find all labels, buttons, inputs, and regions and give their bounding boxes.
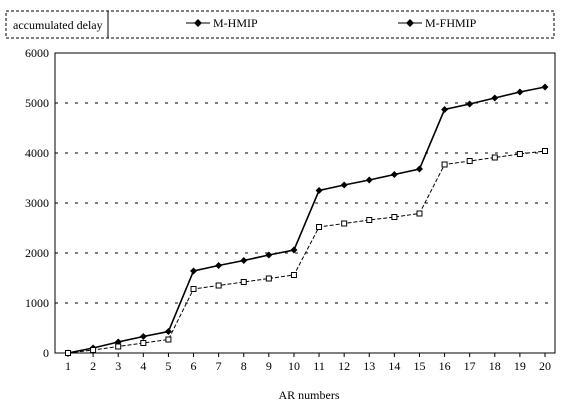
data-point-m-fhmip (190, 286, 197, 292)
x-tick-label: 15 (413, 359, 425, 373)
data-point-m-fhmip (215, 282, 222, 289)
y-tick-label: 1000 (25, 296, 49, 310)
y-axis-ticks: 0 1000 2000 3000 4000 5000 6000 (25, 46, 49, 360)
data-point-m-hmip (340, 181, 348, 189)
data-point-m-hmip (190, 267, 198, 275)
y-tick-label: 6000 (25, 46, 49, 60)
x-tick-label: 8 (241, 359, 247, 373)
data-point-m-hmip (315, 187, 323, 194)
data-point-m-fhmip (341, 220, 348, 227)
x-tick-label: 11 (313, 359, 325, 373)
y-tick-label: 2000 (25, 246, 49, 260)
data-point-m-hmip (240, 257, 248, 264)
data-point-m-hmip (265, 251, 273, 259)
x-tick-label: 4 (140, 359, 146, 373)
data-point-m-fhmip (265, 275, 272, 282)
data-point-m-fhmip (441, 161, 448, 168)
data-point-m-hmip (215, 262, 223, 269)
data-point-m-fhmip (165, 336, 172, 343)
axes (54, 52, 556, 354)
data-point-m-fhmip (290, 272, 297, 278)
data-point-m-fhmip (416, 210, 423, 217)
x-tick-label: 7 (216, 359, 222, 373)
data-point-m-fhmip (90, 347, 97, 353)
x-tick-label: 2 (90, 359, 96, 373)
data-point-m-fhmip (542, 148, 548, 154)
x-tick-label: 17 (464, 359, 476, 373)
series-group (64, 83, 549, 357)
legend-marker-m-hmip (194, 19, 202, 27)
data-point-m-hmip (441, 106, 449, 113)
data-point-m-hmip (415, 165, 423, 173)
x-tick-label: 16 (439, 359, 451, 373)
series-line-m-fhmip (67, 150, 546, 354)
y-tick-label: 0 (43, 346, 49, 360)
data-point-m-fhmip (491, 154, 498, 161)
data-point-m-hmip (541, 83, 549, 91)
y-tick-label: 5000 (25, 96, 49, 110)
data-point-m-fhmip (391, 214, 398, 220)
data-point-m-hmip (164, 328, 172, 335)
chart-title: accumulated delay (13, 18, 103, 32)
x-tick-label: 9 (266, 359, 272, 373)
x-axis-ticks: 1 2 3 4 5 6 7 8 9 10 11 12 13 14 15 16 17 18 19 20 (65, 353, 551, 373)
data-point-m-hmip (390, 171, 398, 178)
series-line-m-hmip (67, 86, 546, 354)
x-tick-label: 18 (489, 359, 501, 373)
data-point-m-fhmip (366, 217, 373, 223)
x-tick-label: 1 (65, 359, 71, 373)
x-tick-label: 3 (115, 359, 121, 373)
data-point-m-fhmip (115, 343, 122, 350)
x-tick-label: 12 (338, 359, 350, 373)
y-tick-label: 4000 (25, 146, 49, 160)
data-point-m-hmip (516, 88, 524, 96)
data-point-m-fhmip (65, 350, 71, 356)
x-tick-label: 6 (191, 359, 197, 373)
x-tick-label: 20 (539, 359, 551, 373)
legend-item-m-fhmip: M-FHMIP (398, 16, 477, 30)
y-tick-label: 3000 (25, 196, 49, 210)
legend-label-m-fhmip: M-FHMIP (425, 16, 477, 30)
data-point-m-fhmip (140, 340, 147, 346)
x-tick-label: 13 (363, 359, 375, 373)
data-point-m-hmip (466, 100, 474, 108)
data-point-m-hmip (365, 176, 373, 184)
legend-item-m-hmip: M-HMIP (186, 16, 258, 30)
legend-label-m-hmip: M-HMIP (213, 16, 258, 30)
data-point-m-hmip (491, 94, 499, 102)
data-point-m-hmip (290, 246, 298, 254)
data-point-m-hmip (139, 333, 147, 340)
plot-frame (54, 52, 556, 354)
data-point-m-fhmip (316, 224, 323, 230)
x-tick-label: 10 (288, 359, 300, 373)
x-tick-label: 14 (388, 359, 400, 373)
grid (55, 102, 555, 304)
data-point-m-fhmip (516, 151, 523, 157)
data-point-m-fhmip (466, 158, 473, 164)
legend-box (5, 10, 555, 39)
legend-marker-m-fhmip (406, 19, 414, 27)
x-tick-label: 5 (165, 359, 171, 373)
x-axis-label: AR numbers (279, 388, 340, 402)
data-point-m-fhmip (240, 279, 247, 285)
x-tick-label: 19 (514, 359, 526, 373)
